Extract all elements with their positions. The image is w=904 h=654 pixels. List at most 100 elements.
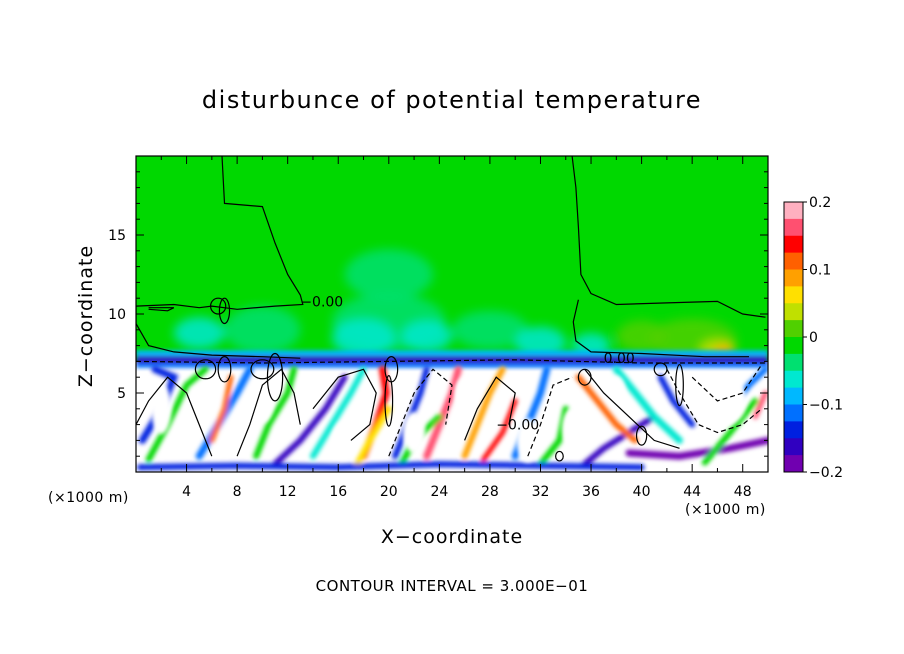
contour-lines: −0.00 0.00 −0.00 — [136, 156, 768, 462]
anomaly-blob — [401, 320, 452, 352]
cold-pocket — [331, 421, 358, 460]
colorbar-swatch — [784, 337, 803, 355]
colorbar-swatch — [784, 455, 803, 473]
turbulent-streak — [310, 366, 367, 460]
x-tick-label: 4 — [182, 484, 191, 500]
cold-pocket — [151, 383, 172, 435]
boundary-contour — [527, 376, 573, 457]
colorbar-swatch — [784, 286, 803, 304]
boundary-contour — [666, 369, 763, 434]
colorbar-tick-label: −0.2 — [809, 465, 843, 481]
boundary-contour — [236, 368, 301, 457]
turbulent-streak — [461, 366, 506, 460]
y-tick-label: 10 — [108, 307, 126, 323]
y-tick-label: 5 — [117, 386, 126, 402]
cold-pocket — [561, 408, 583, 447]
turbulent-streak — [354, 405, 392, 468]
turbulent-streak — [701, 397, 759, 466]
closed-contour — [653, 362, 668, 377]
colorbar-swatch — [784, 370, 803, 389]
cold-layer-contour — [136, 359, 768, 364]
x-tick-label: 16 — [329, 484, 347, 500]
closed-contour — [218, 297, 231, 325]
cold-pockets — [151, 375, 747, 463]
turbulent-streak — [136, 461, 645, 471]
zero-contour-right-lower — [572, 299, 749, 358]
colorbar-tick-label: −0.1 — [809, 398, 843, 414]
closed-contour — [635, 425, 648, 446]
colorbar-swatch — [784, 202, 803, 220]
mid-layer-anomalies — [173, 249, 737, 360]
cold-layer-edge — [136, 350, 768, 356]
anomaly-blob — [331, 318, 396, 357]
turbulent-streak — [612, 365, 683, 444]
closed-contour — [217, 356, 232, 383]
heatmap-field — [136, 156, 768, 472]
cold-layer — [136, 350, 768, 368]
x-tick-label: 12 — [279, 484, 297, 500]
chart-title: disturbunce of potential temperature — [201, 86, 703, 114]
cold-pocket — [516, 418, 540, 463]
colorbar-swatch — [784, 404, 803, 422]
boundary-contour — [464, 376, 516, 441]
anomaly-blob — [173, 317, 225, 349]
anomaly-blob — [452, 310, 528, 349]
small-contour — [148, 307, 175, 312]
x-tick-label: 32 — [532, 484, 550, 500]
colorbar-swatch — [784, 252, 803, 270]
x-tick-label: 40 — [633, 484, 651, 500]
turbulent-streak — [253, 366, 297, 460]
x-tick-label: 44 — [683, 484, 701, 500]
anomaly-blob — [224, 306, 301, 354]
colorbar-swatch — [784, 269, 803, 287]
colorbar-swatch — [784, 387, 803, 405]
cold-pocket — [607, 375, 626, 405]
cold-pocket — [402, 411, 426, 454]
anomaly-blob — [344, 249, 434, 300]
colorbar-tick-label: 0.2 — [809, 195, 831, 211]
closed-contour — [555, 450, 564, 462]
x-tick-label: 20 — [380, 484, 398, 500]
turbulent-streak — [272, 374, 348, 468]
cold-pocket — [454, 377, 475, 409]
colorbar-swatch — [784, 303, 803, 321]
contour-label: −0.00 — [496, 418, 539, 434]
colorbar-swatch — [784, 353, 803, 372]
boundary-contour — [388, 368, 453, 457]
closed-contour — [250, 359, 275, 380]
colorbar-tick-label: 0.1 — [809, 263, 831, 279]
x-tick-label: 48 — [734, 484, 752, 500]
x-tick-label: 28 — [481, 484, 499, 500]
cold-layer-lower — [136, 362, 768, 368]
turbulent-streak — [625, 436, 768, 460]
x-tick-label: 36 — [582, 484, 600, 500]
turbulent-streak — [575, 374, 639, 444]
colorbar-tick-label: 0 — [809, 330, 818, 346]
colorbar-swatch — [784, 438, 803, 456]
turbulent-streak — [423, 365, 462, 460]
colorbar-swatch — [784, 235, 803, 254]
colorbar-swatch — [784, 421, 803, 439]
x-tick-label: 24 — [430, 484, 448, 500]
x-axis-label: X−coordinate — [380, 526, 524, 548]
zero-contour-right — [571, 156, 766, 318]
closed-contour — [266, 352, 284, 402]
closed-contour — [384, 375, 394, 427]
cold-pocket — [701, 375, 747, 427]
turbulent-streak — [209, 374, 234, 443]
contour-label: 0.00 — [604, 351, 635, 367]
x-tick-label: 8 — [233, 484, 242, 500]
turbulent-streak — [657, 374, 696, 428]
y-tick-label: 15 — [108, 228, 126, 244]
zero-contour-left-lower — [136, 306, 301, 359]
contour-label: −0.00 — [300, 294, 343, 310]
x-unit-label-left: (×1000 m) — [48, 490, 129, 506]
anomaly-blob — [616, 320, 667, 352]
contour-interval-note: CONTOUR INTERVAL = 3.000E−01 — [315, 577, 589, 595]
boundary-contour — [312, 368, 377, 441]
x-unit-label-right: (×1000 m) — [685, 502, 766, 518]
zero-contour-left — [136, 156, 304, 310]
closed-contour — [675, 363, 684, 407]
closed-contour — [209, 297, 227, 315]
